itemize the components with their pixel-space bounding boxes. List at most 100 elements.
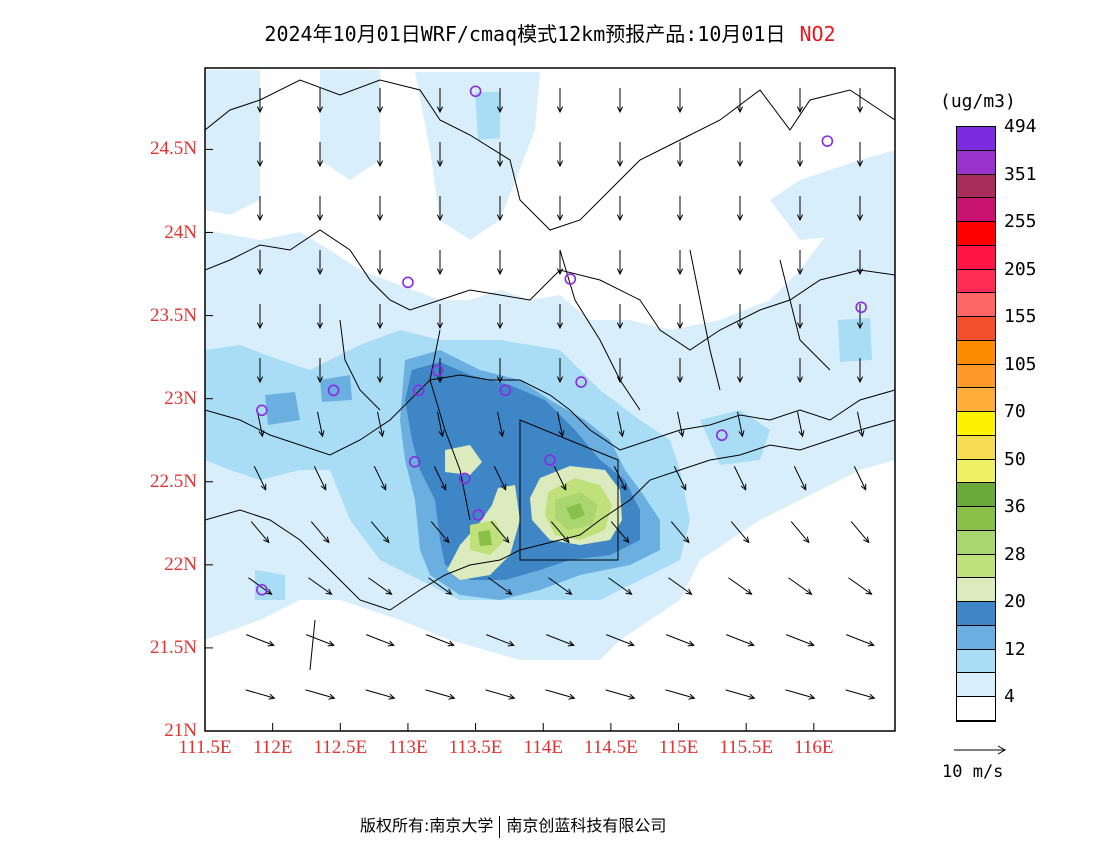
colorbar-swatch — [957, 697, 995, 721]
wind-arrow — [914, 466, 925, 489]
lon-tick-label: 115E — [658, 737, 699, 758]
colorbar-swatch — [957, 293, 995, 318]
wind-arrow — [305, 689, 335, 699]
wind-arrow — [736, 411, 744, 437]
wind-arrow — [848, 577, 872, 595]
wind-arrow-head — [256, 322, 264, 330]
wind-arrow — [846, 634, 874, 646]
wind-arrow — [793, 466, 807, 490]
lon-tick-label: 112E — [252, 737, 293, 758]
wind-arrow — [556, 411, 564, 437]
wind-arrow — [490, 521, 510, 543]
station-marker — [256, 583, 268, 596]
wind-arrow-head — [376, 268, 384, 276]
wind-arrow — [310, 521, 330, 543]
wind-arrow-head — [325, 588, 333, 595]
wind-arrow-head — [856, 106, 864, 114]
colorbar-swatch — [957, 554, 995, 579]
colorbar-label: 255 — [1004, 211, 1037, 233]
wind-arrow-head — [796, 376, 804, 384]
wind-arrow-head — [387, 640, 395, 647]
wind-arrow-head — [680, 483, 687, 491]
wind-arrow-head — [856, 376, 864, 384]
wind-arrow-head — [800, 483, 807, 491]
wind-arrow-head — [676, 322, 684, 330]
wind-arrow-head — [316, 214, 324, 222]
wind-arrow — [666, 634, 694, 646]
colorbar-swatch — [957, 269, 995, 294]
wind-arrow-head — [616, 106, 624, 114]
colorbar-label: 351 — [1004, 163, 1037, 185]
colorbar-swatch — [957, 483, 995, 508]
wind-vectors — [245, 88, 932, 700]
wind-arrow — [608, 577, 632, 595]
station-marker — [716, 429, 728, 442]
wind-arrow — [670, 521, 690, 543]
wind-arrow-head — [436, 106, 444, 114]
wind-arrow — [246, 634, 274, 646]
colorbar-label: 4 — [1004, 686, 1015, 708]
wind-arrow-head — [436, 268, 444, 276]
wind-arrow — [790, 521, 810, 543]
wind-arrow-head — [563, 536, 570, 544]
colorbar-swatch — [957, 507, 995, 531]
wind-arrow-head — [676, 106, 684, 114]
wind-arrow-head — [917, 377, 922, 382]
wind-arrow-head — [676, 268, 684, 276]
lat-tick-label: 24.5N — [150, 138, 197, 160]
colorbar-swatch — [957, 673, 995, 698]
wind-arrow — [488, 577, 512, 595]
wind-arrow-head — [616, 268, 624, 276]
colorbar-swatch — [957, 412, 995, 436]
lon-tick-label: 114.5E — [584, 737, 638, 758]
colorbar-swatch — [957, 435, 995, 460]
wind-arrow — [250, 521, 270, 543]
station-marker — [412, 384, 425, 397]
wind-arrow — [613, 466, 627, 490]
wind-arrow-head — [560, 483, 567, 491]
wind-arrow-head — [926, 589, 932, 594]
station-marker — [821, 135, 834, 147]
wind-arrow — [425, 689, 455, 699]
wind-arrow — [485, 689, 515, 699]
wind-arrow-head — [736, 376, 744, 384]
wind-arrow — [548, 577, 572, 595]
wind-arrow-head — [688, 693, 696, 700]
wind-arrow-head — [256, 376, 264, 384]
wind-arrow — [733, 466, 747, 490]
wind-arrow-head — [316, 268, 324, 276]
wind-arrow-head — [500, 483, 507, 491]
wind-arrow-head — [380, 483, 387, 491]
lon-tick-label: 113E — [388, 737, 428, 758]
wind-arrow-head — [383, 536, 390, 544]
lon-tick-label: 116E — [794, 737, 834, 758]
wind-arrow — [373, 466, 387, 490]
wind-arrow-head — [796, 214, 804, 222]
wind-arrow — [853, 466, 867, 490]
map-title: 2024年10月01日WRF/cmaq模式12km预报产品:10月01日 NO2 — [0, 18, 1100, 47]
copyright-separator — [499, 815, 501, 838]
wind-arrow — [668, 577, 692, 595]
wind-arrow — [917, 412, 922, 436]
colorbar-swatch — [957, 649, 995, 674]
lat-tick-label: 21N — [164, 720, 197, 741]
wind-arrow-head — [808, 693, 816, 700]
wind-arrow-head — [388, 693, 396, 700]
wind-arrow-head — [320, 483, 327, 491]
wind-arrow-head — [440, 483, 447, 491]
wind-arrow-head — [267, 640, 275, 647]
wind-arrow-head — [505, 588, 513, 595]
wind-arrow-head — [736, 322, 744, 330]
wind-arrow-head — [676, 160, 684, 168]
colorbar-swatch — [957, 127, 995, 151]
wind-arrow — [436, 411, 444, 437]
wind-arrow-head — [678, 430, 685, 438]
wind-arrow-head — [378, 430, 385, 438]
wind-arrow — [908, 578, 931, 595]
wind-arrow — [256, 411, 264, 437]
wind-arrow — [605, 689, 635, 699]
wind-arrow — [676, 411, 684, 437]
colorbar-swatch — [957, 530, 995, 555]
wind-arrow-head — [556, 106, 564, 114]
colorbar-label: 12 — [1004, 638, 1026, 660]
